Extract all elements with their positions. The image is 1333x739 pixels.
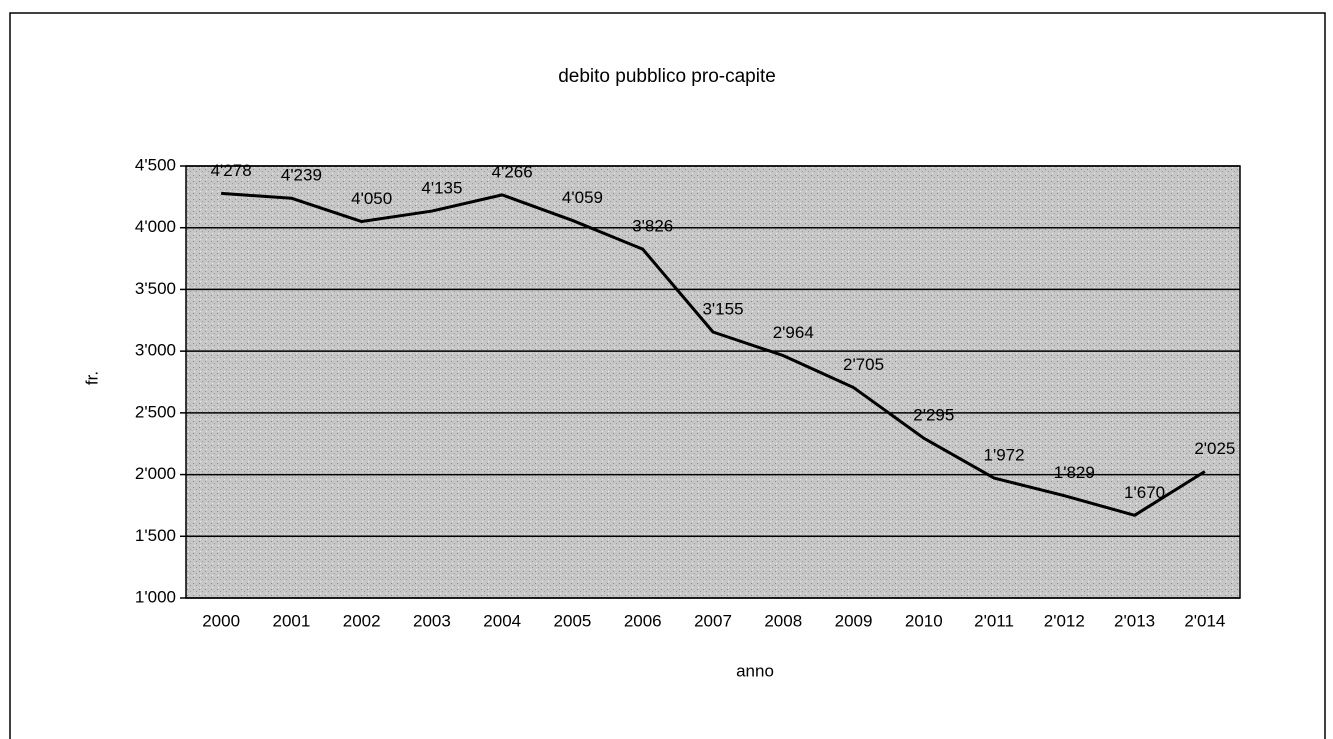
- y-tick-label: 2'500: [135, 402, 176, 421]
- y-tick-label: 4'000: [135, 217, 176, 236]
- data-label: 4'135: [421, 179, 462, 198]
- x-tick-label: 2004: [483, 611, 521, 630]
- y-tick-label: 1'500: [135, 526, 176, 545]
- y-tick-label: 2'000: [135, 464, 176, 483]
- data-label: 4'266: [492, 162, 533, 181]
- y-tick-label: 4'500: [135, 155, 176, 174]
- plot-area: [185, 165, 1241, 599]
- x-tick-label: 2008: [764, 611, 802, 630]
- data-label: 2'025: [1194, 439, 1235, 458]
- data-label: 2'964: [773, 323, 814, 342]
- x-tick-label: 2003: [413, 611, 451, 630]
- data-label: 1'972: [984, 446, 1025, 465]
- data-label: 1'829: [1054, 463, 1095, 482]
- chart-title: debito pubblico pro-capite: [558, 66, 776, 87]
- data-label: 1'670: [1124, 483, 1165, 502]
- x-tick-label: 2007: [694, 611, 732, 630]
- x-tick-label: 2002: [343, 611, 381, 630]
- y-tick-label: 3'500: [135, 279, 176, 298]
- data-label: 4'050: [351, 189, 392, 208]
- x-tick-label: 2001: [272, 611, 310, 630]
- data-line: [221, 191, 1206, 517]
- x-tick-label: 2006: [624, 611, 662, 630]
- x-tick-label: 2'014: [1184, 611, 1225, 630]
- data-label: 4'278: [211, 161, 252, 180]
- x-tick-label: 2'013: [1114, 611, 1155, 630]
- x-tick-label: 2'011: [974, 611, 1014, 630]
- x-tick-label: 2000: [202, 611, 240, 630]
- data-label: 3'155: [702, 299, 743, 318]
- data-label: 3'826: [632, 217, 673, 236]
- x-tick-label: 2'012: [1044, 611, 1085, 630]
- x-tick-label: 2005: [554, 611, 592, 630]
- x-tick-label: 2010: [905, 611, 943, 630]
- data-label: 2'295: [913, 406, 954, 425]
- data-label: 2'705: [843, 355, 884, 374]
- y-tick-label: 1'000: [135, 587, 176, 606]
- data-label: 4'239: [281, 166, 322, 185]
- x-axis-label: anno: [736, 661, 774, 680]
- y-tick-label: 3'000: [135, 341, 176, 360]
- chart-border: [9, 12, 1326, 739]
- data-label: 4'059: [562, 188, 603, 207]
- x-tick-label: 2009: [835, 611, 873, 630]
- y-axis-label: fr.: [82, 371, 101, 385]
